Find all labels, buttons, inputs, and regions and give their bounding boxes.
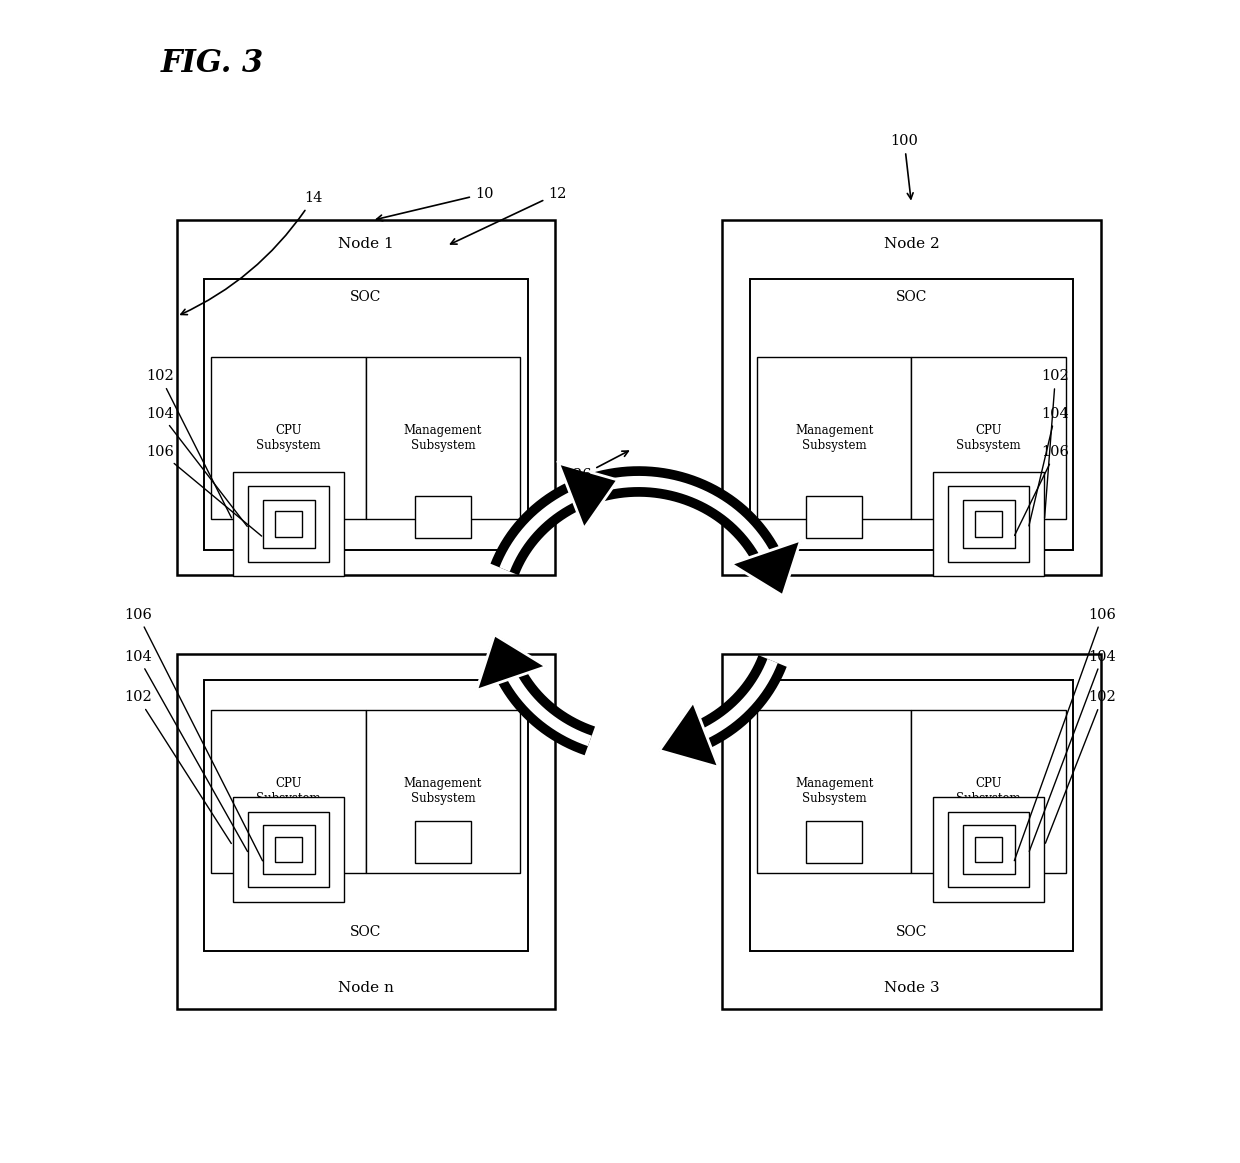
- Text: Management
Subsystem: Management Subsystem: [404, 424, 482, 452]
- Bar: [248, 486, 329, 562]
- Bar: [415, 495, 471, 537]
- Bar: [722, 221, 1101, 576]
- Text: Management
Subsystem: Management Subsystem: [404, 777, 482, 805]
- Text: 100: 100: [890, 135, 918, 199]
- Bar: [176, 655, 556, 1009]
- Bar: [949, 812, 1029, 887]
- Text: SOC: SOC: [895, 925, 928, 940]
- Bar: [749, 679, 1074, 951]
- Bar: [263, 500, 315, 549]
- Bar: [203, 679, 527, 951]
- Bar: [911, 711, 1066, 872]
- Bar: [806, 495, 862, 537]
- Text: SOC: SOC: [350, 291, 382, 305]
- Text: CPU
Subsystem: CPU Subsystem: [956, 777, 1021, 805]
- Text: 10: 10: [377, 187, 494, 221]
- Text: 106: 106: [1014, 445, 1069, 535]
- Polygon shape: [476, 635, 547, 691]
- Bar: [756, 357, 911, 519]
- Bar: [366, 711, 521, 872]
- Bar: [932, 797, 1044, 901]
- Bar: [233, 472, 345, 577]
- Text: CPU
Subsystem: CPU Subsystem: [257, 424, 321, 452]
- Bar: [211, 711, 366, 872]
- Text: 104: 104: [1029, 650, 1116, 851]
- Text: 14: 14: [181, 192, 322, 315]
- Text: 104: 104: [124, 650, 248, 851]
- Bar: [975, 836, 1002, 862]
- Bar: [263, 825, 315, 873]
- Bar: [962, 825, 1014, 873]
- Bar: [176, 221, 556, 576]
- Text: 102: 102: [1045, 691, 1116, 843]
- Text: 106: 106: [124, 608, 263, 861]
- Text: Node 1: Node 1: [339, 237, 393, 251]
- Polygon shape: [558, 463, 618, 529]
- Bar: [203, 279, 527, 550]
- Text: SOC: SOC: [350, 925, 382, 940]
- Bar: [806, 821, 862, 863]
- Polygon shape: [660, 701, 719, 768]
- Bar: [248, 812, 329, 887]
- Text: 106: 106: [146, 445, 262, 536]
- Bar: [932, 472, 1044, 577]
- Text: 102: 102: [1042, 370, 1069, 518]
- Text: CPU
Subsystem: CPU Subsystem: [956, 424, 1021, 452]
- Bar: [275, 512, 303, 537]
- Bar: [756, 711, 911, 872]
- Bar: [366, 357, 521, 519]
- Bar: [749, 279, 1074, 550]
- Text: Node 3: Node 3: [884, 980, 939, 996]
- Text: Node n: Node n: [337, 980, 394, 996]
- Text: SOC: SOC: [895, 291, 928, 305]
- Polygon shape: [730, 540, 801, 595]
- Bar: [415, 821, 471, 863]
- Text: Management
Subsystem: Management Subsystem: [795, 424, 873, 452]
- Text: 102: 102: [146, 370, 232, 518]
- Text: 12: 12: [450, 187, 567, 244]
- Bar: [949, 486, 1029, 562]
- Text: CPU
Subsystem: CPU Subsystem: [257, 777, 321, 805]
- Bar: [962, 500, 1014, 549]
- Text: Node 2: Node 2: [884, 237, 939, 251]
- Text: 106: 106: [1014, 608, 1116, 861]
- Bar: [911, 357, 1066, 519]
- Bar: [722, 655, 1101, 1009]
- Bar: [211, 357, 366, 519]
- Text: 26: 26: [573, 451, 629, 483]
- Text: 104: 104: [146, 407, 247, 527]
- Text: 102: 102: [124, 691, 232, 843]
- Bar: [233, 797, 345, 901]
- Text: 104: 104: [1029, 407, 1069, 526]
- Text: Management
Subsystem: Management Subsystem: [795, 777, 873, 805]
- Bar: [275, 836, 303, 862]
- Bar: [975, 512, 1002, 537]
- Text: FIG. 3: FIG. 3: [161, 49, 264, 79]
